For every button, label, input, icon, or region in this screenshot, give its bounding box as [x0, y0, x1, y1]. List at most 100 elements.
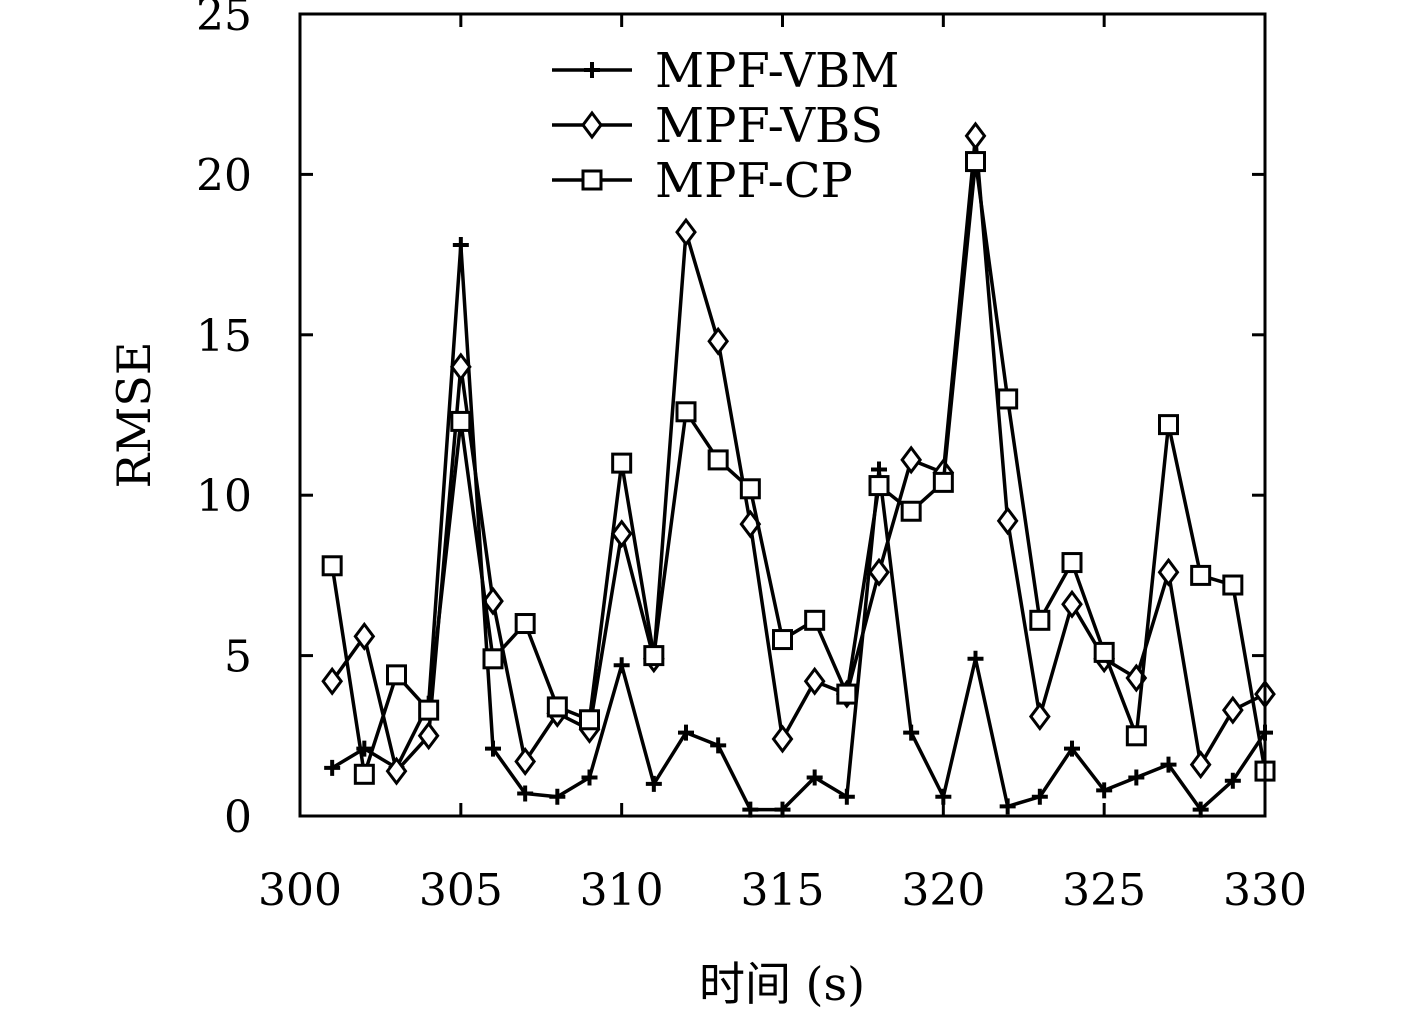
y-axis-title: RMSE [107, 342, 161, 489]
data-point-mpf-cp [1029, 609, 1051, 631]
data-point-mpf-cp [1125, 725, 1147, 747]
x-tick-label: 330 [1223, 865, 1307, 916]
data-point-mpf-cp [1190, 564, 1212, 586]
data-point-mpf-cp [804, 609, 826, 631]
data-point-mpf-vbm [324, 759, 341, 776]
axis-ticks: 300 305 310 315 320 325 330 0 5 10 15 20 25 [196, 0, 1307, 916]
data-point-mpf-vbm [871, 461, 887, 478]
data-point-mpf-vbs [321, 666, 344, 696]
data-point-mpf-vbs [868, 557, 890, 587]
data-point-mpf-vbm [999, 798, 1016, 815]
data-point-mpf-cp [1061, 552, 1083, 574]
series-mpf-cp [321, 151, 1276, 785]
legend-label: MPF-CP [655, 153, 853, 209]
data-point-mpf-vbm [903, 724, 920, 741]
data-point-mpf-vbs [964, 121, 987, 151]
data-point-mpf-cp [386, 664, 407, 686]
legend-item-mpf-vbs: MPF-VBS [552, 98, 883, 154]
data-point-mpf-cp [514, 613, 536, 635]
x-tick-label: 305 [419, 865, 503, 916]
y-tick-label: 15 [196, 311, 252, 362]
data-point-mpf-vbm [1160, 756, 1177, 773]
data-point-mpf-cp [868, 475, 890, 497]
data-point-mpf-vbm [452, 236, 469, 253]
data-point-mpf-vbs [900, 445, 923, 475]
series-line-mpf-vbm [331, 243, 1267, 812]
data-point-mpf-vbs [610, 519, 633, 549]
data-point-mpf-vbm [549, 788, 566, 805]
x-tick-label: 310 [580, 865, 664, 916]
data-point-mpf-vbm [1064, 740, 1080, 757]
data-point-mpf-vbs [1061, 589, 1083, 619]
data-point-mpf-vbs [1221, 695, 1244, 725]
data-point-mpf-cp [482, 648, 504, 670]
data-point-mpf-vbm [645, 775, 662, 792]
data-point-mpf-cp [739, 478, 761, 500]
x-tick-label: 315 [741, 865, 825, 916]
data-point-mpf-vbm [485, 740, 501, 757]
data-point-mpf-vbm [935, 788, 952, 805]
legend-item-mpf-vbm: MPF-VBM [552, 43, 899, 99]
data-point-mpf-vbm [967, 650, 984, 667]
x-tick-label: 320 [901, 865, 985, 916]
data-point-mpf-vbs [771, 724, 794, 754]
data-point-mpf-cp [965, 151, 986, 173]
data-point-mpf-cp [418, 699, 440, 721]
data-point-mpf-vbs [514, 746, 537, 776]
data-point-mpf-vbs [482, 586, 504, 616]
data-point-mpf-vbs [707, 326, 730, 356]
legend-marker [581, 110, 603, 140]
data-point-mpf-vbm [678, 724, 694, 741]
data-point-mpf-vbm [517, 785, 534, 802]
data-point-mpf-vbs [417, 721, 440, 751]
data-point-mpf-cp [836, 683, 858, 705]
data-point-mpf-vbs [1028, 702, 1051, 732]
y-tick-label: 25 [196, 0, 252, 41]
data-point-mpf-vbm [806, 769, 823, 786]
data-point-mpf-vbs [1189, 750, 1212, 780]
data-point-mpf-cp [321, 555, 343, 577]
series-line-mpf-cp [330, 159, 1267, 777]
x-tick-label: 325 [1062, 865, 1146, 916]
data-point-mpf-vbm [581, 769, 598, 786]
data-point-mpf-vbm [1096, 782, 1113, 799]
legend-label: MPF-VBM [655, 43, 899, 99]
data-point-mpf-vbs [675, 217, 697, 247]
data-point-mpf-vbs [353, 621, 376, 651]
data-point-mpf-cp [546, 696, 568, 718]
legend-marker [581, 169, 603, 191]
data-point-mpf-cp [579, 709, 600, 731]
y-tick-label: 5 [224, 632, 252, 683]
data-point-mpf-vbm [710, 737, 727, 754]
data-point-mpf-vbs [449, 352, 472, 382]
data-point-mpf-cp [450, 410, 472, 432]
data-point-mpf-vbm [613, 657, 630, 674]
data-point-mpf-vbs [1157, 557, 1180, 587]
legend-marker [584, 62, 600, 78]
y-tick-label: 20 [196, 150, 252, 201]
data-point-mpf-cp [675, 401, 697, 423]
data-point-mpf-cp [1222, 574, 1244, 596]
data-point-mpf-vbm [1224, 772, 1241, 789]
data-point-mpf-cp [900, 500, 922, 522]
data-point-mpf-cp [772, 629, 793, 651]
data-point-mpf-vbs [803, 666, 826, 696]
data-point-mpf-cp [1093, 641, 1115, 663]
data-point-mpf-vbm [1128, 769, 1145, 786]
data-point-mpf-vbs [996, 506, 1019, 536]
data-point-mpf-cp [643, 645, 665, 667]
series-line-mpf-vbs [330, 134, 1266, 773]
legend-item-mpf-cp: MPF-CP [552, 153, 853, 209]
data-point-mpf-cp [353, 763, 375, 785]
y-tick-label: 0 [224, 792, 252, 843]
data-point-mpf-cp [1158, 414, 1179, 436]
data-point-mpf-vbm [1031, 788, 1048, 805]
data-point-mpf-vbm [838, 788, 855, 805]
data-point-mpf-vbs [385, 756, 408, 786]
data-point-mpf-cp [997, 388, 1019, 410]
y-tick-label: 10 [196, 471, 252, 522]
data-point-mpf-cp [932, 471, 954, 493]
x-tick-label: 300 [258, 865, 342, 916]
